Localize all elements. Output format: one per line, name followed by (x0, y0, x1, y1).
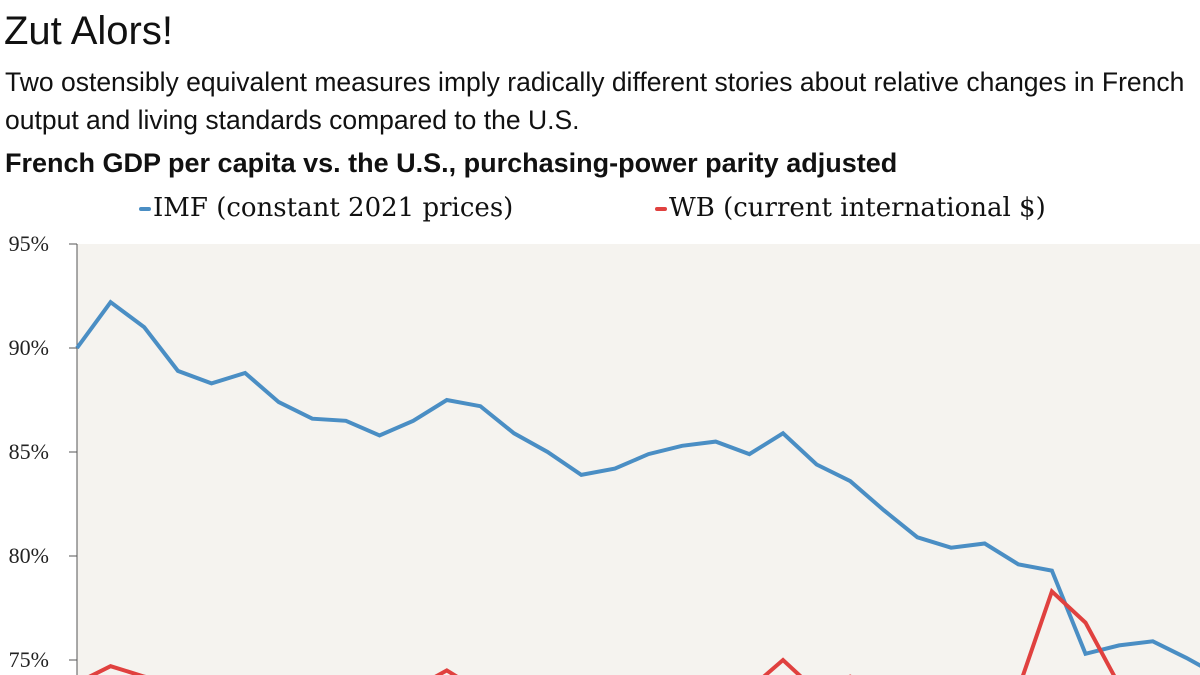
y-tick-label: 85% (9, 439, 49, 464)
y-axis: 75% 80% 85% 90% 95% (9, 231, 78, 675)
page-subtitle: Two ostensibly equivalent measures imply… (5, 67, 1185, 135)
page-headline: Zut Alors! (4, 9, 173, 53)
series-layer (75, 299, 1200, 675)
series-line-wb (88, 587, 1116, 675)
y-tick-label: 80% (9, 543, 49, 568)
legend-entry-imf: IMF (constant 2021 prices) (139, 193, 513, 223)
legend-label-imf: IMF (constant 2021 prices) (153, 193, 514, 223)
legend-entry-wb: WB (current international $) (655, 193, 1046, 223)
y-tick-label: 90% (9, 335, 49, 360)
legend-swatch-imf (139, 207, 151, 211)
y-tick-label: 75% (9, 647, 49, 672)
legend-label-wb: WB (current international $) (669, 193, 1046, 223)
chart-title: French GDP per capita vs. the U.S., purc… (5, 148, 898, 178)
legend-swatch-wb (655, 207, 667, 211)
series-line-imf (75, 299, 1200, 668)
y-tick-label: 95% (9, 231, 49, 256)
